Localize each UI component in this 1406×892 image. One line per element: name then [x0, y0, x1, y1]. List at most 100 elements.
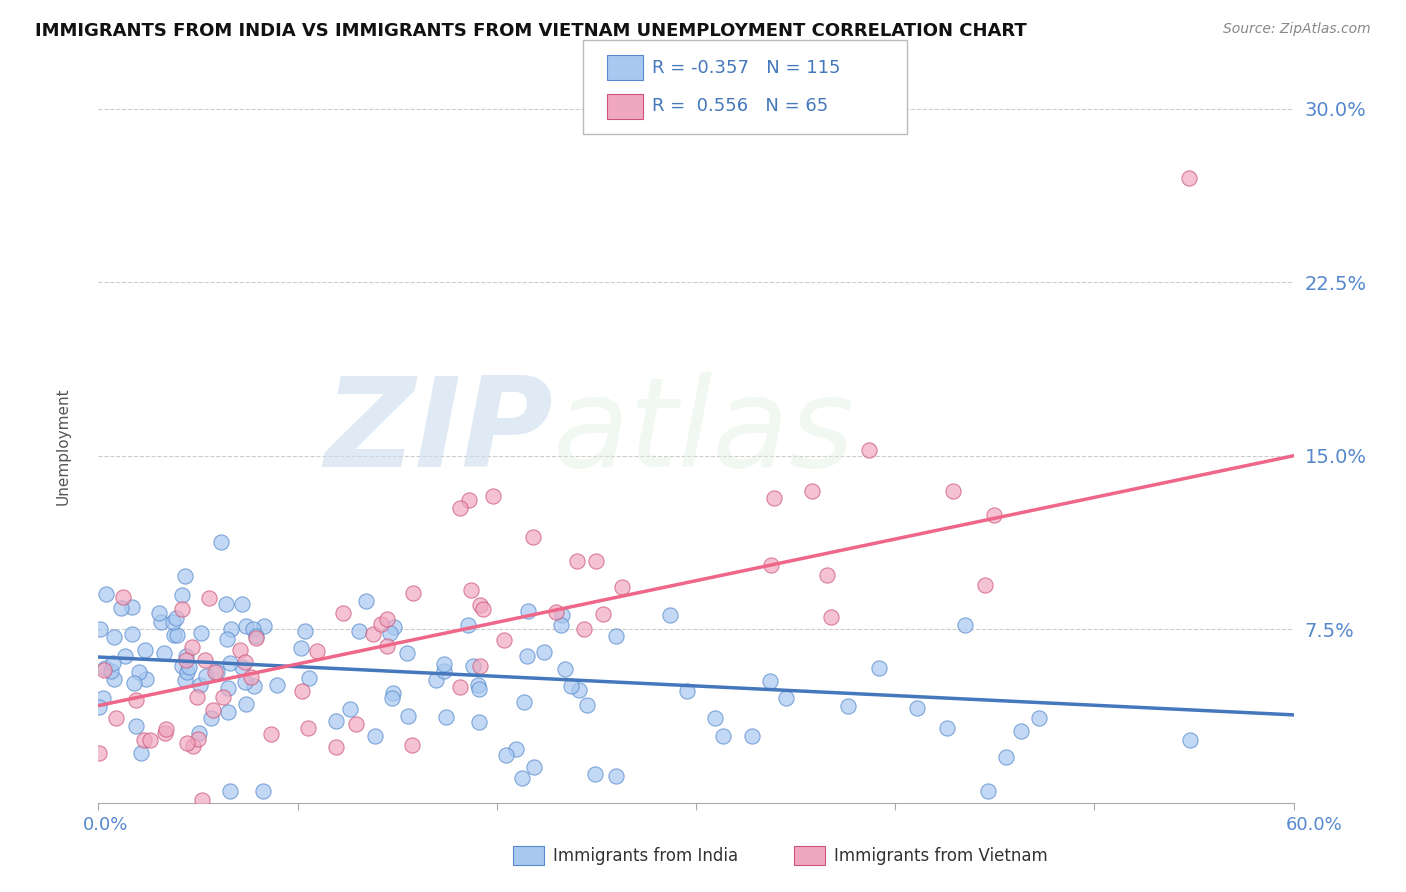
Point	[132, 732, 155, 747]
Point	[190, 625, 212, 640]
Point	[356, 593, 378, 607]
Point	[231, 598, 253, 612]
Point	[517, 604, 540, 618]
Point	[370, 616, 392, 631]
Point	[200, 710, 222, 724]
Point	[260, 727, 283, 741]
Text: R = -0.357   N = 115: R = -0.357 N = 115	[652, 59, 841, 77]
Point	[433, 665, 456, 679]
Point	[775, 690, 797, 705]
Point	[89, 700, 111, 714]
Point	[583, 766, 606, 780]
Point	[135, 673, 157, 687]
Point	[252, 784, 274, 798]
Point	[741, 729, 763, 743]
Point	[533, 645, 555, 659]
Text: atlas: atlas	[553, 372, 855, 493]
Point	[457, 617, 479, 632]
Point	[953, 618, 976, 632]
Point	[494, 633, 516, 648]
Point	[170, 658, 193, 673]
Point	[436, 710, 458, 724]
Point	[181, 640, 204, 654]
Point	[198, 591, 221, 606]
Point	[977, 784, 1000, 798]
Point	[111, 591, 134, 605]
Point	[592, 607, 614, 621]
Point	[401, 738, 423, 752]
Point	[173, 569, 195, 583]
Point	[202, 703, 225, 717]
Point	[759, 558, 782, 573]
Point	[675, 684, 697, 698]
Point	[605, 769, 627, 783]
Point	[233, 655, 256, 669]
Point	[468, 715, 491, 730]
Point	[190, 677, 212, 691]
Point	[194, 669, 217, 683]
Point	[176, 736, 198, 750]
Point	[461, 658, 484, 673]
Point	[495, 748, 517, 763]
Point	[173, 673, 195, 687]
Point	[219, 656, 242, 670]
Point	[522, 530, 544, 544]
Point	[551, 607, 574, 622]
Point	[605, 629, 627, 643]
Point	[449, 501, 471, 516]
Point	[235, 619, 257, 633]
Point	[868, 661, 890, 675]
Point	[425, 673, 447, 687]
Point	[103, 656, 125, 670]
Point	[172, 601, 194, 615]
Point	[191, 793, 214, 807]
Point	[217, 681, 239, 695]
Point	[148, 606, 170, 620]
Point	[325, 714, 347, 728]
Point	[174, 652, 197, 666]
Text: Immigrants from Vietnam: Immigrants from Vietnam	[834, 847, 1047, 865]
Point	[215, 597, 238, 611]
Point	[165, 611, 187, 625]
Point	[242, 679, 264, 693]
Point	[162, 615, 184, 630]
Point	[467, 681, 489, 696]
Point	[134, 643, 156, 657]
Point	[815, 567, 838, 582]
Point	[1178, 733, 1201, 747]
Point	[523, 760, 546, 774]
Point	[290, 641, 312, 656]
Point	[291, 683, 314, 698]
Point	[125, 692, 148, 706]
Point	[560, 679, 582, 693]
Point	[122, 676, 145, 690]
Point	[402, 586, 425, 600]
Point	[377, 640, 399, 654]
Point	[983, 508, 1005, 522]
Point	[339, 702, 361, 716]
Point	[94, 661, 117, 675]
Point	[217, 706, 239, 720]
Point	[565, 554, 588, 568]
Point	[128, 665, 150, 680]
Point	[1028, 711, 1050, 725]
Point	[294, 624, 316, 638]
Point	[103, 630, 125, 644]
Text: IMMIGRANTS FROM INDIA VS IMMIGRANTS FROM VIETNAM UNEMPLOYMENT CORRELATION CHART: IMMIGRANTS FROM INDIA VS IMMIGRANTS FROM…	[35, 22, 1026, 40]
Point	[219, 784, 242, 798]
Point	[110, 601, 132, 615]
Point	[187, 726, 209, 740]
Text: Immigrants from India: Immigrants from India	[553, 847, 738, 865]
Point	[449, 680, 471, 694]
Point	[758, 673, 780, 688]
Point	[253, 619, 276, 633]
Point	[382, 620, 405, 634]
Point	[94, 587, 117, 601]
Point	[703, 711, 725, 725]
Point	[163, 628, 186, 642]
Point	[395, 646, 418, 660]
Point	[554, 662, 576, 676]
Point	[346, 716, 368, 731]
Point	[550, 617, 572, 632]
Point	[973, 578, 995, 592]
